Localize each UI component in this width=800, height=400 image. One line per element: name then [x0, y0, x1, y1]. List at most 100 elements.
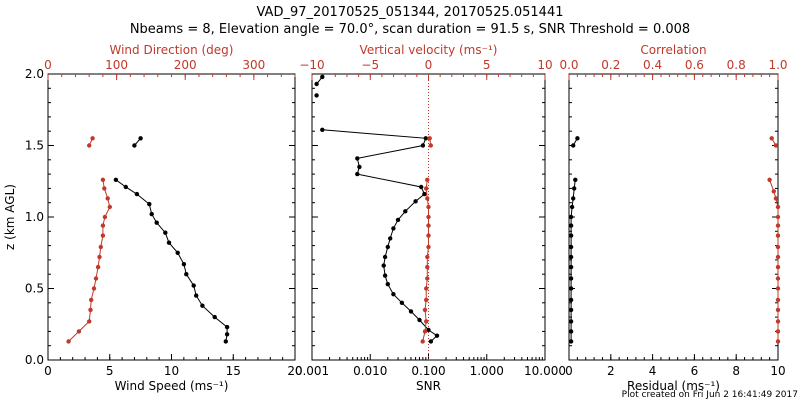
- data-point-wind-bottom: [138, 136, 143, 141]
- data-point-snr-top: [425, 264, 430, 270]
- data-point-residual-top: [769, 136, 774, 141]
- data-point-residual-bottom: [568, 276, 574, 281]
- data-point-snr-bottom: [423, 136, 428, 141]
- data-point-wind-top: [105, 196, 110, 201]
- data-point-wind-top: [107, 204, 113, 210]
- data-point-snr-top: [425, 254, 430, 260]
- series-line-snr-bottom: [322, 129, 438, 342]
- data-point-snr-bottom: [355, 156, 360, 161]
- x-bottom-tick-label: 4: [649, 364, 657, 378]
- data-point-wind-bottom: [163, 230, 168, 235]
- x-top-tick-label: −5: [361, 58, 379, 72]
- data-point-wind-bottom: [200, 303, 205, 308]
- x-bottom-tick-label: 8: [732, 364, 740, 378]
- data-point-snr-bottom: [388, 236, 393, 241]
- data-point-snr-bottom: [434, 333, 440, 338]
- data-point-wind-bottom: [191, 283, 196, 288]
- data-point-wind-top: [102, 214, 108, 220]
- data-point-snr-top: [426, 223, 431, 228]
- data-point-snr-bottom: [426, 327, 431, 333]
- data-point-snr-bottom: [382, 273, 388, 278]
- data-point-snr-bottom: [355, 171, 360, 177]
- data-point-wind-top: [90, 136, 95, 141]
- data-point-snr-bottom: [391, 292, 396, 297]
- data-point-residual-bottom: [572, 186, 577, 191]
- data-point-snr-bottom: [422, 191, 427, 197]
- data-point-snr-bottom: [408, 309, 414, 314]
- data-point-wind-top: [100, 233, 106, 238]
- data-point-residual-bottom: [568, 223, 574, 228]
- data-point-residual-bottom: [573, 177, 578, 182]
- x-top-axis-label: Vertical velocity (ms⁻¹): [360, 43, 498, 57]
- data-point-residual-top: [775, 339, 781, 344]
- data-point-wind-bottom: [149, 211, 154, 217]
- x-bottom-axis-label: Wind Speed (ms⁻¹): [115, 379, 229, 393]
- data-point-wind-bottom: [166, 240, 172, 245]
- data-point-wind-bottom: [154, 220, 159, 225]
- x-bottom-tick-label: 2: [607, 364, 615, 378]
- data-point-snr-bottom: [413, 199, 418, 204]
- x-top-tick-label: 0.0: [559, 58, 578, 72]
- data-point-snr-bottom: [395, 217, 401, 223]
- x-top-tick-label: 0.2: [601, 58, 620, 72]
- data-point-residual-top: [775, 223, 781, 228]
- data-point-residual-bottom: [575, 136, 580, 141]
- data-point-residual-bottom: [568, 264, 574, 270]
- data-point-wind-bottom: [224, 332, 230, 337]
- data-point-snr-bottom: [419, 184, 424, 190]
- x-top-axis-label: Correlation: [640, 43, 706, 57]
- data-point-snr-top: [426, 233, 431, 238]
- data-point-residual-bottom: [568, 286, 574, 291]
- y-tick-label: 0.0: [25, 353, 44, 367]
- figure-subtitle: Nbeams = 8, Elevation angle = 70.0°, sca…: [130, 22, 690, 37]
- data-point-snr-bottom: [417, 317, 422, 323]
- data-point-snr-bottom: [385, 244, 390, 250]
- x-top-tick-label: 0: [425, 58, 433, 72]
- data-point-snr-top: [428, 143, 433, 148]
- data-point-wind-top: [66, 339, 71, 344]
- data-point-residual-top: [775, 233, 781, 238]
- data-point-snr-bottom: [391, 226, 396, 231]
- x-bottom-tick-label: 10: [164, 364, 179, 378]
- data-point-snr-bottom: [320, 127, 325, 132]
- x-bottom-tick-label: 0.100: [411, 364, 445, 378]
- data-point-residual-bottom: [568, 329, 574, 334]
- data-point-snr-bottom: [420, 143, 426, 148]
- x-top-tick-label: 5: [483, 58, 491, 72]
- data-point-snr-top: [424, 186, 429, 191]
- data-point-snr-top: [426, 204, 431, 210]
- data-point-snr-top: [427, 136, 432, 141]
- panel-wind: 0 5 10 15 20 Wind Speed (ms⁻¹) 0 100 200 300 Wind …: [3, 43, 303, 393]
- x-top-tick-label: 1.0: [768, 58, 787, 72]
- data-point-wind-bottom: [194, 293, 199, 298]
- x-top-tick-label: 0.6: [685, 58, 704, 72]
- series-line-wind-top: [68, 179, 111, 342]
- x-bottom-tick-label: 10.000: [524, 364, 566, 378]
- x-bottom-tick-label: 10: [770, 364, 785, 378]
- data-point-snr-top: [425, 177, 430, 182]
- data-point-wind-bottom: [224, 324, 230, 330]
- data-point-wind-bottom: [113, 177, 119, 182]
- data-point-snr-bottom: [385, 282, 390, 287]
- data-point-wind-bottom: [184, 272, 189, 277]
- x-bottom-tick-label: 0: [44, 364, 52, 378]
- data-point-wind-bottom: [123, 184, 128, 190]
- data-point-residual-bottom: [568, 214, 574, 220]
- data-point-wind-top: [88, 307, 93, 313]
- data-point-wind-bottom: [181, 262, 187, 267]
- data-point-wind-top: [100, 177, 106, 182]
- x-bottom-tick-label: 6: [691, 364, 699, 378]
- data-point-snr-top: [424, 286, 429, 291]
- data-point-wind-top: [87, 143, 92, 148]
- data-point-snr-top: [422, 329, 428, 334]
- data-point-residual-top: [775, 204, 781, 210]
- data-point-residual-top: [775, 276, 781, 281]
- x-top-axis-label: Wind Direction (deg): [110, 43, 234, 57]
- data-point-residual-top: [775, 297, 781, 303]
- data-point-snr-top: [424, 319, 429, 324]
- plot-frame-residual: [568, 73, 779, 361]
- data-point-snr-bottom: [382, 254, 388, 260]
